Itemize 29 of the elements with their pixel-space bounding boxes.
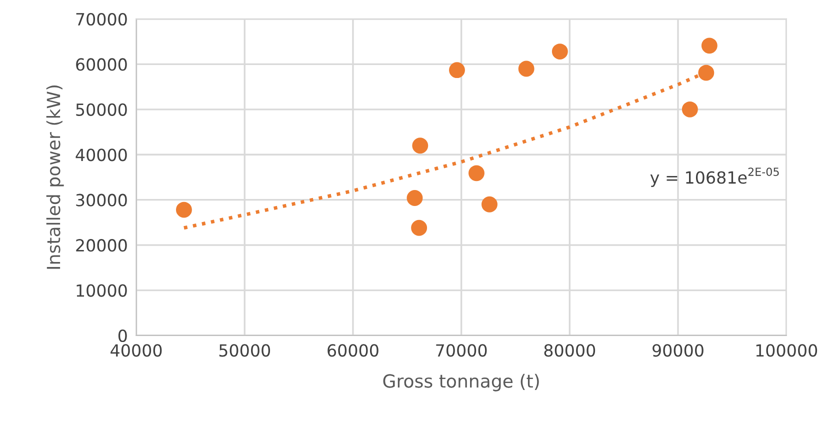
point [468, 165, 484, 182]
y-tick-label: 50000 [76, 103, 127, 116]
x-tick-label: 100000 [756, 344, 818, 357]
point [412, 138, 428, 154]
point [482, 196, 498, 212]
point [518, 60, 534, 77]
x-tick-label: 80000 [544, 344, 596, 357]
point [701, 38, 718, 54]
point [411, 220, 428, 236]
point [682, 101, 698, 118]
y-tick-label: 10000 [76, 284, 127, 297]
y-tick-label: 40000 [76, 148, 127, 162]
x-tick-label: 40000 [110, 344, 162, 357]
point [406, 190, 423, 206]
y-tick-label: 0 [118, 329, 127, 342]
x-tick-label: 60000 [328, 344, 378, 357]
y-tick-label: 70000 [76, 12, 127, 26]
y-tick-label: 20000 [76, 239, 127, 252]
point [449, 62, 465, 78]
y-tick-label: 30000 [76, 194, 127, 206]
x-tick-label: 90000 [652, 344, 704, 357]
x-tick-label: 70000 [436, 344, 487, 357]
x-axis-title: Gross tonnage (t) [383, 374, 539, 392]
point [176, 202, 192, 218]
x-tick-label: 50000 [219, 344, 270, 357]
point [552, 44, 568, 60]
y-tick-label: 60000 [76, 58, 127, 71]
point [698, 64, 714, 81]
y-axis-title: Installed power (kW) [46, 85, 64, 269]
